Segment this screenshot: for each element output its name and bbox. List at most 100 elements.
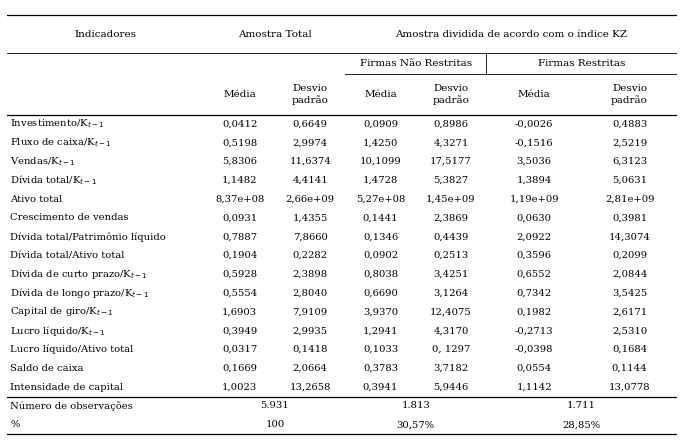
Text: 11,6374: 11,6374 xyxy=(289,157,331,166)
Text: Média: Média xyxy=(518,90,551,99)
Text: 5.931: 5.931 xyxy=(261,401,289,410)
Text: 30,57%: 30,57% xyxy=(397,420,435,429)
Text: Lucro líquido/Ativo total: Lucro líquido/Ativo total xyxy=(10,345,133,354)
Text: 2,5310: 2,5310 xyxy=(612,326,647,335)
Text: 1,4355: 1,4355 xyxy=(293,214,328,223)
Text: Desvio
padrão: Desvio padrão xyxy=(611,84,648,105)
Text: 2,3869: 2,3869 xyxy=(434,214,469,223)
Text: 5,27e+08: 5,27e+08 xyxy=(356,195,405,204)
Text: 10,1099: 10,1099 xyxy=(360,157,402,166)
Text: 5,3827: 5,3827 xyxy=(434,176,469,185)
Text: 0,6552: 0,6552 xyxy=(516,270,551,279)
Text: Intensidade de capital: Intensidade de capital xyxy=(10,383,123,392)
Text: Lucro líquido/K$_{t-1}$: Lucro líquido/K$_{t-1}$ xyxy=(10,324,106,338)
Text: 3,9370: 3,9370 xyxy=(363,307,398,317)
Text: 3,7182: 3,7182 xyxy=(433,364,469,373)
Text: 0,0317: 0,0317 xyxy=(222,345,257,354)
Text: 0,2099: 0,2099 xyxy=(612,251,647,260)
Text: 1,4728: 1,4728 xyxy=(363,176,398,185)
Text: 1.813: 1.813 xyxy=(402,401,430,410)
Text: 0,5554: 0,5554 xyxy=(222,289,257,297)
Text: 0,4439: 0,4439 xyxy=(433,232,469,241)
Text: 1.711: 1.711 xyxy=(567,401,596,410)
Text: 0,8038: 0,8038 xyxy=(363,270,398,279)
Text: 2,9974: 2,9974 xyxy=(293,138,328,147)
Text: Ativo total: Ativo total xyxy=(10,195,62,204)
Text: 1,1482: 1,1482 xyxy=(222,176,258,185)
Text: 0,1346: 0,1346 xyxy=(363,232,398,241)
Text: 3,5425: 3,5425 xyxy=(612,289,647,297)
Text: 2,0922: 2,0922 xyxy=(516,232,551,241)
Text: 0,0909: 0,0909 xyxy=(363,120,398,128)
Text: 2,3898: 2,3898 xyxy=(293,270,328,279)
Text: -0,0398: -0,0398 xyxy=(515,345,553,354)
Text: 0,5198: 0,5198 xyxy=(222,138,257,147)
Text: 0, 1297: 0, 1297 xyxy=(432,345,470,354)
Text: 0,3981: 0,3981 xyxy=(612,214,647,223)
Text: 6,3123: 6,3123 xyxy=(612,157,647,166)
Text: 0,4883: 0,4883 xyxy=(612,120,647,128)
Text: 0,1669: 0,1669 xyxy=(222,364,257,373)
Text: Amostra Total: Amostra Total xyxy=(238,30,312,39)
Text: 0,0554: 0,0554 xyxy=(516,364,552,373)
Text: 0,6690: 0,6690 xyxy=(363,289,398,297)
Text: 0,0931: 0,0931 xyxy=(222,214,257,223)
Text: -0,0026: -0,0026 xyxy=(515,120,553,128)
Text: 1,1142: 1,1142 xyxy=(516,383,552,392)
Text: 0,7887: 0,7887 xyxy=(222,232,257,241)
Text: 13,0778: 13,0778 xyxy=(609,383,650,392)
Text: 1,45e+09: 1,45e+09 xyxy=(426,195,476,204)
Text: 28,85%: 28,85% xyxy=(562,420,601,429)
Text: 1,2941: 1,2941 xyxy=(363,326,398,335)
Text: 1,4250: 1,4250 xyxy=(363,138,398,147)
Text: 0,1684: 0,1684 xyxy=(612,345,647,354)
Text: 0,3941: 0,3941 xyxy=(363,383,398,392)
Text: 4,3271: 4,3271 xyxy=(433,138,469,147)
Text: 0,0412: 0,0412 xyxy=(222,120,257,128)
Text: 0,1982: 0,1982 xyxy=(516,307,552,317)
Text: Desvio
padrão: Desvio padrão xyxy=(291,84,328,105)
Text: Amostra dividida de acordo com o índice KZ: Amostra dividida de acordo com o índice … xyxy=(395,30,627,39)
Text: Firmas Não Restritas: Firmas Não Restritas xyxy=(360,59,472,68)
Text: Número de observações: Número de observações xyxy=(10,401,133,411)
Text: 0,8986: 0,8986 xyxy=(434,120,469,128)
Text: 5,9446: 5,9446 xyxy=(433,383,469,392)
Text: 7,8660: 7,8660 xyxy=(293,232,328,241)
Text: Capital de giro/K$_{t-1}$: Capital de giro/K$_{t-1}$ xyxy=(10,306,114,318)
Text: 3,4251: 3,4251 xyxy=(433,270,469,279)
Text: 0,3949: 0,3949 xyxy=(222,326,257,335)
Text: 0,0630: 0,0630 xyxy=(516,214,551,223)
Text: 0,2513: 0,2513 xyxy=(433,251,469,260)
Text: 4,4141: 4,4141 xyxy=(292,176,328,185)
Text: 100: 100 xyxy=(265,420,285,429)
Text: Investimento/K$_{t-1}$: Investimento/K$_{t-1}$ xyxy=(10,118,105,130)
Text: 17,5177: 17,5177 xyxy=(430,157,472,166)
Text: 5,0631: 5,0631 xyxy=(612,176,647,185)
Text: 1,3894: 1,3894 xyxy=(516,176,552,185)
Text: Indicadores: Indicadores xyxy=(75,30,137,39)
Text: Dívida de curto prazo/K$_{t-1}$: Dívida de curto prazo/K$_{t-1}$ xyxy=(10,267,148,281)
Text: Dívida total/K$_{t-1}$: Dívida total/K$_{t-1}$ xyxy=(10,173,97,187)
Text: 2,0664: 2,0664 xyxy=(293,364,328,373)
Text: 1,0023: 1,0023 xyxy=(222,383,257,392)
Text: Desvio
padrão: Desvio padrão xyxy=(432,84,469,105)
Text: 14,3074: 14,3074 xyxy=(609,232,650,241)
Text: 0,1441: 0,1441 xyxy=(363,214,398,223)
Text: 5,8306: 5,8306 xyxy=(222,157,257,166)
Text: Dívida de longo prazo/K$_{t-1}$: Dívida de longo prazo/K$_{t-1}$ xyxy=(10,286,149,300)
Text: %: % xyxy=(10,420,20,429)
Text: Média: Média xyxy=(224,90,256,99)
Text: 13,2658: 13,2658 xyxy=(289,383,331,392)
Text: -0,1516: -0,1516 xyxy=(515,138,553,147)
Text: 0,7342: 0,7342 xyxy=(516,289,552,297)
Text: 2,6171: 2,6171 xyxy=(612,307,647,317)
Text: 0,0902: 0,0902 xyxy=(363,251,398,260)
Text: 0,2282: 0,2282 xyxy=(293,251,328,260)
Text: 2,5219: 2,5219 xyxy=(612,138,647,147)
Text: 0,3783: 0,3783 xyxy=(363,364,398,373)
Text: 0,1904: 0,1904 xyxy=(222,251,257,260)
Text: 3,1264: 3,1264 xyxy=(433,289,469,297)
Text: Dívida total/Patrimônio líquido: Dívida total/Patrimônio líquido xyxy=(10,232,166,242)
Text: 3,5036: 3,5036 xyxy=(516,157,551,166)
Text: Média: Média xyxy=(364,90,397,99)
